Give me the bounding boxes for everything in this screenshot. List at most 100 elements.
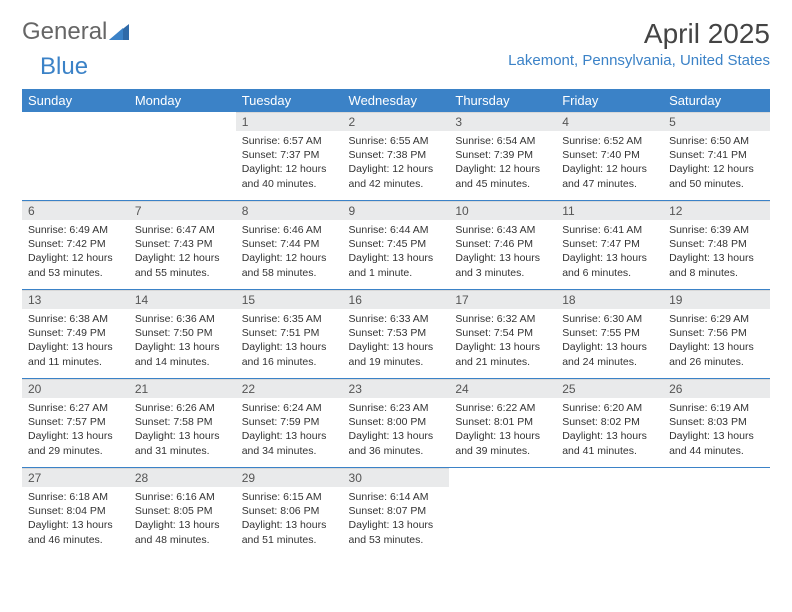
day-number: 30 — [343, 468, 450, 487]
calendar-cell: 5Sunrise: 6:50 AMSunset: 7:41 PMDaylight… — [663, 112, 770, 201]
day-number: 28 — [129, 468, 236, 487]
calendar-cell: 1Sunrise: 6:57 AMSunset: 7:37 PMDaylight… — [236, 112, 343, 201]
calendar-cell: 23Sunrise: 6:23 AMSunset: 8:00 PMDayligh… — [343, 379, 450, 468]
calendar-cell: 22Sunrise: 6:24 AMSunset: 7:59 PMDayligh… — [236, 379, 343, 468]
day-info: Sunrise: 6:44 AMSunset: 7:45 PMDaylight:… — [343, 220, 450, 286]
calendar-cell: 16Sunrise: 6:33 AMSunset: 7:53 PMDayligh… — [343, 290, 450, 379]
day-info: Sunrise: 6:15 AMSunset: 8:06 PMDaylight:… — [236, 487, 343, 553]
day-number: 2 — [343, 112, 450, 131]
day-info: Sunrise: 6:39 AMSunset: 7:48 PMDaylight:… — [663, 220, 770, 286]
day-number: 22 — [236, 379, 343, 398]
day-number: 21 — [129, 379, 236, 398]
day-number: 10 — [449, 201, 556, 220]
calendar-row: 27Sunrise: 6:18 AMSunset: 8:04 PMDayligh… — [22, 468, 770, 557]
day-info: Sunrise: 6:14 AMSunset: 8:07 PMDaylight:… — [343, 487, 450, 553]
day-number: 23 — [343, 379, 450, 398]
day-number: 9 — [343, 201, 450, 220]
calendar-cell: 14Sunrise: 6:36 AMSunset: 7:50 PMDayligh… — [129, 290, 236, 379]
calendar-cell: 29Sunrise: 6:15 AMSunset: 8:06 PMDayligh… — [236, 468, 343, 557]
calendar-cell: 21Sunrise: 6:26 AMSunset: 7:58 PMDayligh… — [129, 379, 236, 468]
day-info: Sunrise: 6:23 AMSunset: 8:00 PMDaylight:… — [343, 398, 450, 464]
calendar-cell: 15Sunrise: 6:35 AMSunset: 7:51 PMDayligh… — [236, 290, 343, 379]
day-header: Wednesday — [343, 89, 450, 112]
day-info: Sunrise: 6:47 AMSunset: 7:43 PMDaylight:… — [129, 220, 236, 286]
day-info: Sunrise: 6:52 AMSunset: 7:40 PMDaylight:… — [556, 131, 663, 197]
day-number: 5 — [663, 112, 770, 131]
day-number: 17 — [449, 290, 556, 309]
day-info: Sunrise: 6:46 AMSunset: 7:44 PMDaylight:… — [236, 220, 343, 286]
day-number: 25 — [556, 379, 663, 398]
calendar-row: 20Sunrise: 6:27 AMSunset: 7:57 PMDayligh… — [22, 379, 770, 468]
day-number: 15 — [236, 290, 343, 309]
day-info: Sunrise: 6:19 AMSunset: 8:03 PMDaylight:… — [663, 398, 770, 464]
calendar-cell: 10Sunrise: 6:43 AMSunset: 7:46 PMDayligh… — [449, 201, 556, 290]
title-block: April 2025 Lakemont, Pennsylvania, Unite… — [508, 18, 770, 69]
day-header-row: Sunday Monday Tuesday Wednesday Thursday… — [22, 89, 770, 112]
day-info: Sunrise: 6:29 AMSunset: 7:56 PMDaylight:… — [663, 309, 770, 375]
day-header: Thursday — [449, 89, 556, 112]
day-info: Sunrise: 6:55 AMSunset: 7:38 PMDaylight:… — [343, 131, 450, 197]
day-info: Sunrise: 6:57 AMSunset: 7:37 PMDaylight:… — [236, 131, 343, 197]
calendar-cell: 17Sunrise: 6:32 AMSunset: 7:54 PMDayligh… — [449, 290, 556, 379]
calendar-cell: 18Sunrise: 6:30 AMSunset: 7:55 PMDayligh… — [556, 290, 663, 379]
calendar-cell: 28Sunrise: 6:16 AMSunset: 8:05 PMDayligh… — [129, 468, 236, 557]
calendar-cell — [22, 112, 129, 201]
day-number: 12 — [663, 201, 770, 220]
day-number: 8 — [236, 201, 343, 220]
calendar-cell — [663, 468, 770, 557]
day-info: Sunrise: 6:27 AMSunset: 7:57 PMDaylight:… — [22, 398, 129, 464]
logo-triangle-icon — [109, 24, 129, 40]
day-number: 16 — [343, 290, 450, 309]
day-number: 27 — [22, 468, 129, 487]
day-number: 6 — [22, 201, 129, 220]
logo-text-right: Blue — [40, 53, 88, 81]
day-info: Sunrise: 6:20 AMSunset: 8:02 PMDaylight:… — [556, 398, 663, 464]
day-info: Sunrise: 6:49 AMSunset: 7:42 PMDaylight:… — [22, 220, 129, 286]
calendar-cell: 3Sunrise: 6:54 AMSunset: 7:39 PMDaylight… — [449, 112, 556, 201]
calendar-row: 6Sunrise: 6:49 AMSunset: 7:42 PMDaylight… — [22, 201, 770, 290]
day-number: 13 — [22, 290, 129, 309]
day-info: Sunrise: 6:36 AMSunset: 7:50 PMDaylight:… — [129, 309, 236, 375]
day-info: Sunrise: 6:38 AMSunset: 7:49 PMDaylight:… — [22, 309, 129, 375]
calendar-cell: 30Sunrise: 6:14 AMSunset: 8:07 PMDayligh… — [343, 468, 450, 557]
calendar-cell: 2Sunrise: 6:55 AMSunset: 7:38 PMDaylight… — [343, 112, 450, 201]
day-info: Sunrise: 6:33 AMSunset: 7:53 PMDaylight:… — [343, 309, 450, 375]
day-info: Sunrise: 6:30 AMSunset: 7:55 PMDaylight:… — [556, 309, 663, 375]
calendar-cell: 25Sunrise: 6:20 AMSunset: 8:02 PMDayligh… — [556, 379, 663, 468]
logo: General — [22, 18, 129, 46]
day-info: Sunrise: 6:50 AMSunset: 7:41 PMDaylight:… — [663, 131, 770, 197]
day-header: Tuesday — [236, 89, 343, 112]
day-number: 1 — [236, 112, 343, 131]
calendar-body: 1Sunrise: 6:57 AMSunset: 7:37 PMDaylight… — [22, 112, 770, 556]
day-number: 3 — [449, 112, 556, 131]
calendar-cell: 12Sunrise: 6:39 AMSunset: 7:48 PMDayligh… — [663, 201, 770, 290]
day-info: Sunrise: 6:18 AMSunset: 8:04 PMDaylight:… — [22, 487, 129, 553]
day-number: 19 — [663, 290, 770, 309]
calendar-cell — [449, 468, 556, 557]
day-number: 26 — [663, 379, 770, 398]
location: Lakemont, Pennsylvania, United States — [508, 52, 770, 69]
calendar-cell: 9Sunrise: 6:44 AMSunset: 7:45 PMDaylight… — [343, 201, 450, 290]
day-info: Sunrise: 6:26 AMSunset: 7:58 PMDaylight:… — [129, 398, 236, 464]
day-number: 24 — [449, 379, 556, 398]
calendar-row: 13Sunrise: 6:38 AMSunset: 7:49 PMDayligh… — [22, 290, 770, 379]
calendar-cell: 26Sunrise: 6:19 AMSunset: 8:03 PMDayligh… — [663, 379, 770, 468]
day-header: Friday — [556, 89, 663, 112]
calendar-cell: 7Sunrise: 6:47 AMSunset: 7:43 PMDaylight… — [129, 201, 236, 290]
calendar-row: 1Sunrise: 6:57 AMSunset: 7:37 PMDaylight… — [22, 112, 770, 201]
calendar-cell — [556, 468, 663, 557]
calendar-cell: 24Sunrise: 6:22 AMSunset: 8:01 PMDayligh… — [449, 379, 556, 468]
day-number: 18 — [556, 290, 663, 309]
day-info: Sunrise: 6:24 AMSunset: 7:59 PMDaylight:… — [236, 398, 343, 464]
day-number: 4 — [556, 112, 663, 131]
day-info: Sunrise: 6:35 AMSunset: 7:51 PMDaylight:… — [236, 309, 343, 375]
day-header: Sunday — [22, 89, 129, 112]
day-number: 7 — [129, 201, 236, 220]
day-info: Sunrise: 6:16 AMSunset: 8:05 PMDaylight:… — [129, 487, 236, 553]
calendar-cell: 11Sunrise: 6:41 AMSunset: 7:47 PMDayligh… — [556, 201, 663, 290]
calendar-cell: 4Sunrise: 6:52 AMSunset: 7:40 PMDaylight… — [556, 112, 663, 201]
calendar-cell: 8Sunrise: 6:46 AMSunset: 7:44 PMDaylight… — [236, 201, 343, 290]
calendar-cell — [129, 112, 236, 201]
day-number: 20 — [22, 379, 129, 398]
logo-text-left: General — [22, 18, 107, 46]
